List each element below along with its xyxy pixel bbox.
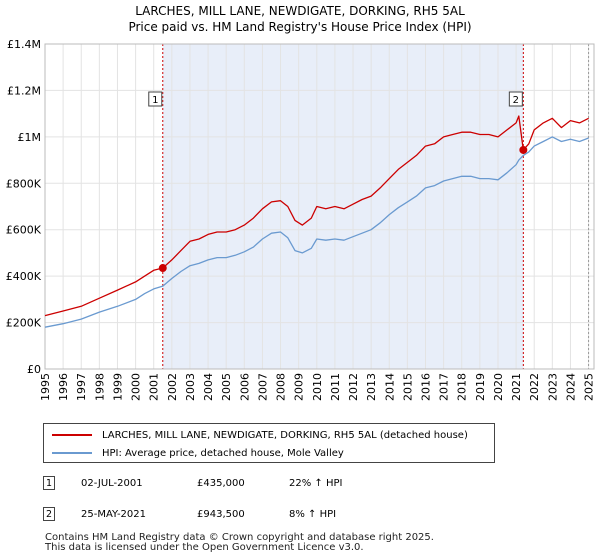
x-tick-label: 2024 <box>564 373 577 401</box>
x-tick-label: 2013 <box>365 373 378 401</box>
sale-badge: 2 <box>43 507 55 521</box>
sale-price: £435,000 <box>197 477 245 489</box>
sale-label-number: 1 <box>152 95 158 106</box>
legend-label-property: LARCHES, MILL LANE, NEWDIGATE, DORKING, … <box>102 429 468 441</box>
y-tick-label: £0 <box>27 363 41 376</box>
sale-date: 02-JUL-2001 <box>81 477 143 489</box>
x-tick-label: 2014 <box>383 373 396 401</box>
x-tick-label: 2002 <box>166 373 179 401</box>
footer-copyright: Contains HM Land Registry data © Crown c… <box>45 532 434 543</box>
y-tick-label: £200K <box>6 317 42 330</box>
sale-point <box>158 264 167 273</box>
y-tick-label: £600K <box>6 224 42 237</box>
x-tick-label: 2018 <box>456 373 469 401</box>
y-tick-label: £400K <box>6 270 42 283</box>
x-tick-label: 2016 <box>419 373 432 401</box>
x-tick-label: 2025 <box>583 373 596 401</box>
x-tick-label: 2022 <box>528 373 541 401</box>
x-tick-label: 2010 <box>311 373 324 401</box>
x-tick-label: 2007 <box>256 373 269 401</box>
shaded-ownership-region <box>162 44 524 369</box>
x-tick-label: 1999 <box>111 373 124 401</box>
sale-point <box>519 145 528 154</box>
x-tick-label: 2009 <box>293 373 306 401</box>
sale-row: 2 25-MAY-2021 £943,500 8% ↑ HPI <box>43 505 583 523</box>
sale-hpi-change: 8% ↑ HPI <box>289 508 337 520</box>
chart-title-line1: LARCHES, MILL LANE, NEWDIGATE, DORKING, … <box>135 4 465 18</box>
legend-label-hpi: HPI: Average price, detached house, Mole… <box>102 447 344 459</box>
price-chart: 1 2 £0 £200K £400K £600K £800K £1M £1.2M £1.4M 199… <box>6 38 596 401</box>
series-line-hpi <box>44 136 589 328</box>
sale-price: £943,500 <box>197 508 245 520</box>
x-tick-label: 1995 <box>39 373 52 401</box>
x-tick-label: 2017 <box>438 373 451 401</box>
x-tick-label: 2023 <box>546 373 559 401</box>
x-tick-label: 2000 <box>130 373 143 401</box>
x-tick-label: 2021 <box>510 373 523 401</box>
x-tick-label: 2003 <box>184 373 197 401</box>
x-tick-label: 1996 <box>57 373 70 401</box>
x-tick-label: 2005 <box>220 373 233 401</box>
y-tick-label: £1.4M <box>7 38 41 51</box>
x-tick-label: 2008 <box>275 373 288 401</box>
legend-item-property: LARCHES, MILL LANE, NEWDIGATE, DORKING, … <box>44 427 468 443</box>
x-tick-label: 2012 <box>347 373 360 401</box>
footer-licence: This data is licensed under the Open Gov… <box>45 542 364 553</box>
legend-swatch-hpi <box>52 452 92 454</box>
legend-item-hpi: HPI: Average price, detached house, Mole… <box>44 445 344 461</box>
x-tick-label: 1997 <box>75 373 88 401</box>
x-tick-label: 2020 <box>492 373 505 401</box>
sale-label-box <box>508 91 523 107</box>
x-tick-label: 2015 <box>401 373 414 401</box>
sale-row: 1 02-JUL-2001 £435,000 22% ↑ HPI <box>43 474 583 492</box>
sale-date: 25-MAY-2021 <box>81 508 147 520</box>
y-tick-label: £800K <box>6 177 42 190</box>
plot-frame <box>44 43 595 370</box>
x-tick-label: 2006 <box>238 373 251 401</box>
x-tick-label: 2011 <box>329 373 342 401</box>
x-tick-label: 2004 <box>202 373 215 401</box>
chart-title-line2: Price paid vs. HM Land Registry's House … <box>128 20 472 34</box>
chart-legend: LARCHES, MILL LANE, NEWDIGATE, DORKING, … <box>43 423 495 463</box>
legend-swatch-property <box>52 434 92 436</box>
x-tick-label: 2019 <box>474 373 487 401</box>
x-tick-label: 1998 <box>93 373 106 401</box>
sale-hpi-change: 22% ↑ HPI <box>289 477 343 489</box>
y-tick-label: £1M <box>18 131 42 144</box>
sale-label-box <box>148 91 163 107</box>
x-tick-label: 2001 <box>148 373 161 401</box>
y-tick-label: £1.2M <box>7 84 41 97</box>
sale-label-number: 2 <box>513 95 519 106</box>
series-line-property <box>44 115 589 317</box>
sale-badge: 1 <box>43 476 55 490</box>
